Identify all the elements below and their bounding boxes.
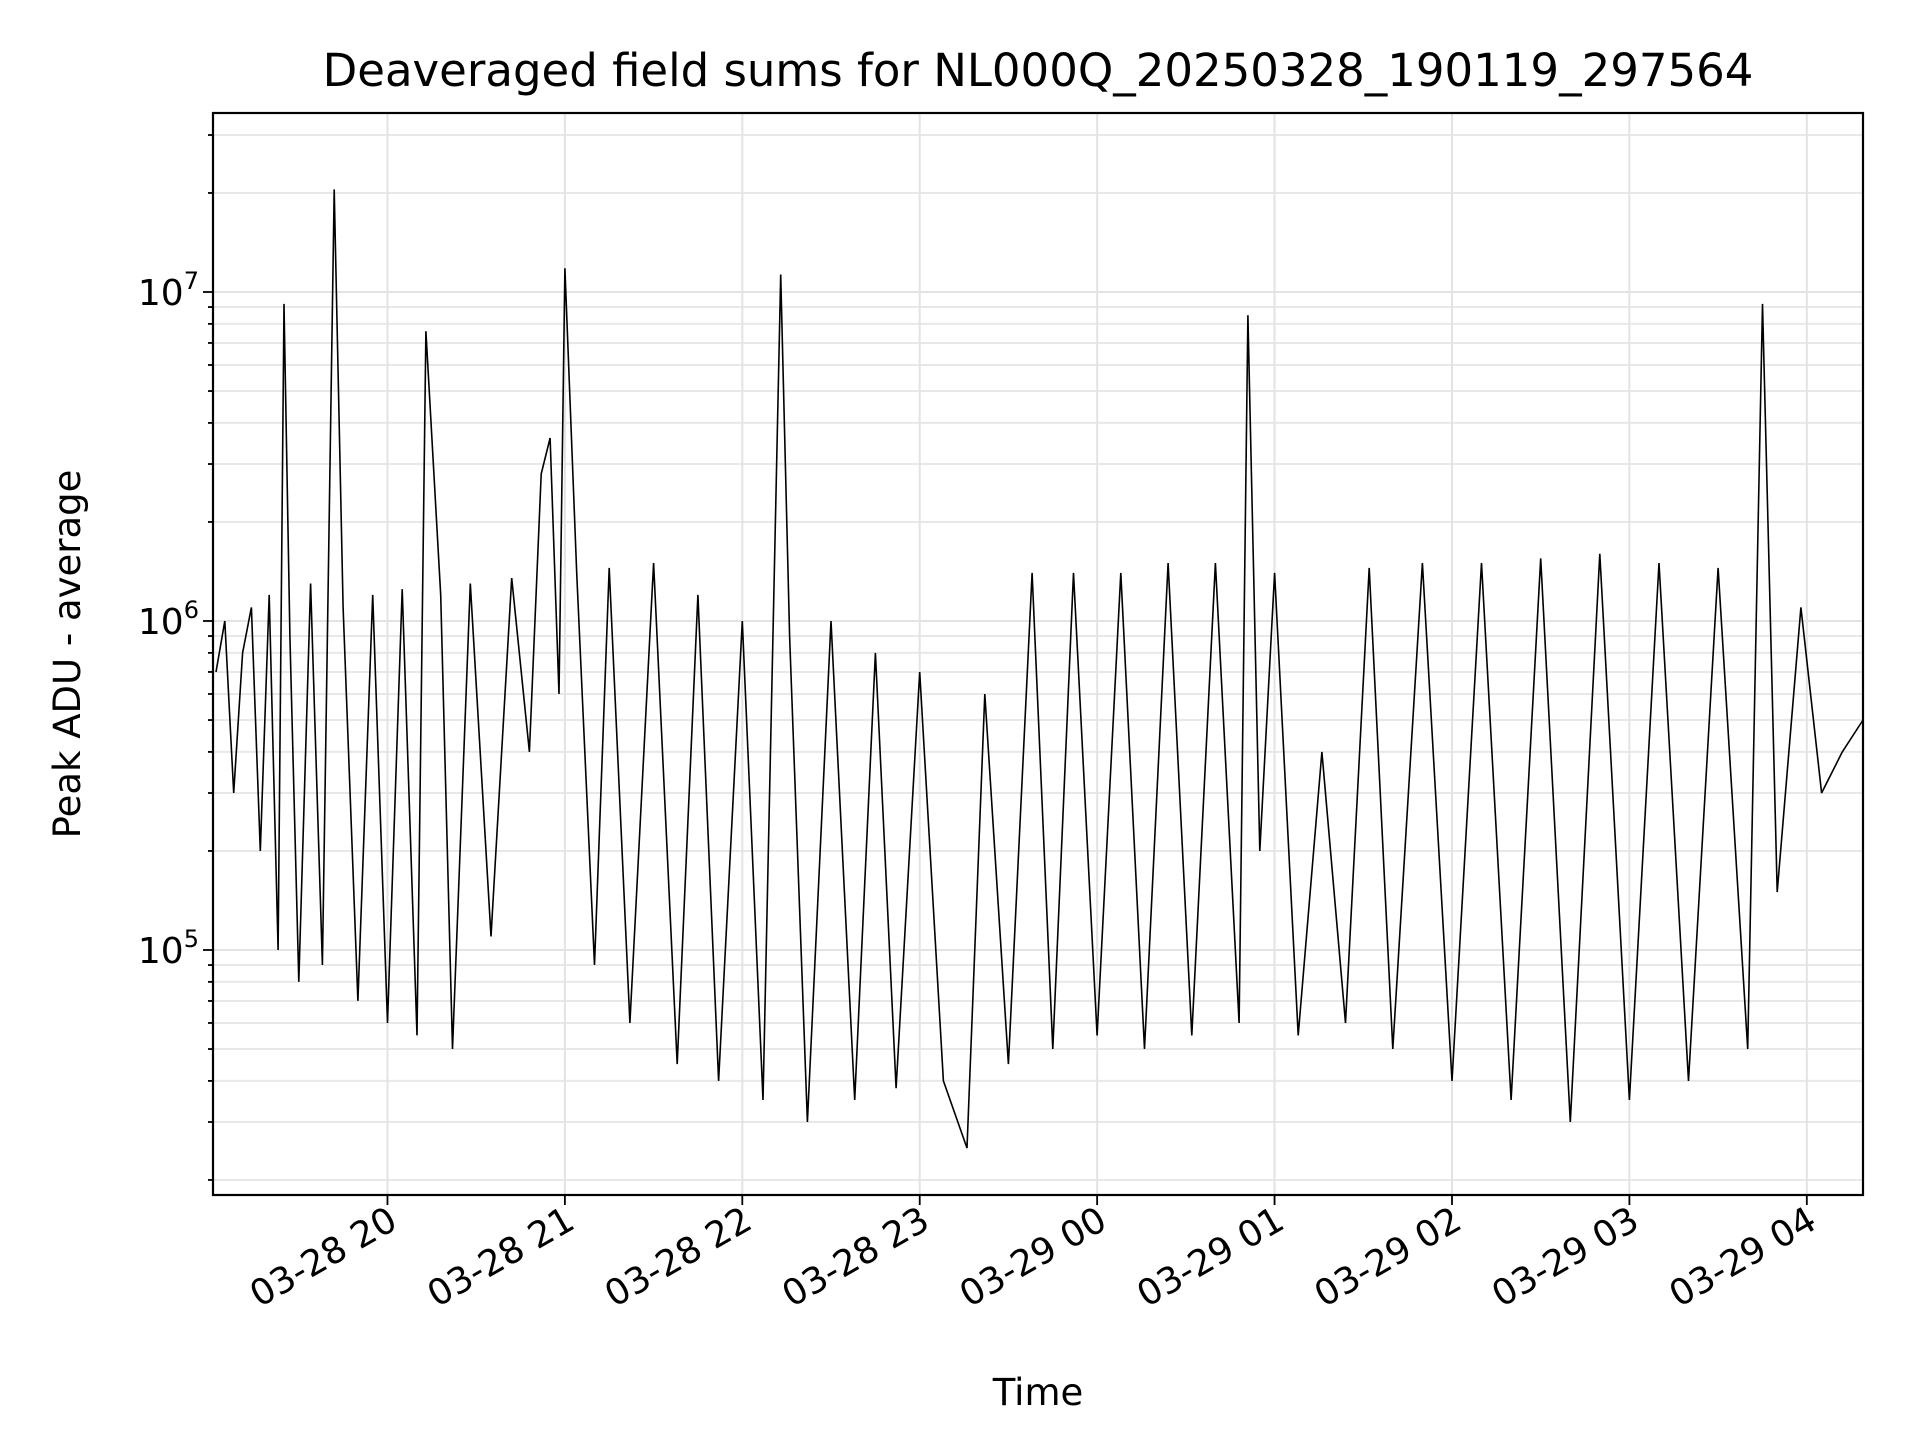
y-tick-label: 105: [138, 925, 199, 972]
y-axis-label: Peak ADU - average: [46, 470, 89, 839]
y-tick-label: 106: [138, 596, 199, 643]
y-axis: 105 106 107: [138, 134, 213, 1181]
data-series-line: [215, 189, 1864, 1149]
x-axis-label: Time: [992, 1371, 1084, 1414]
grid: [213, 113, 1863, 1195]
chart-title: Deaveraged field sums for NL000Q_2025032…: [323, 44, 1754, 97]
axes-frame: [211, 111, 1865, 1197]
plot-area: [215, 189, 1864, 1149]
y-tick-label: 107: [138, 267, 199, 314]
